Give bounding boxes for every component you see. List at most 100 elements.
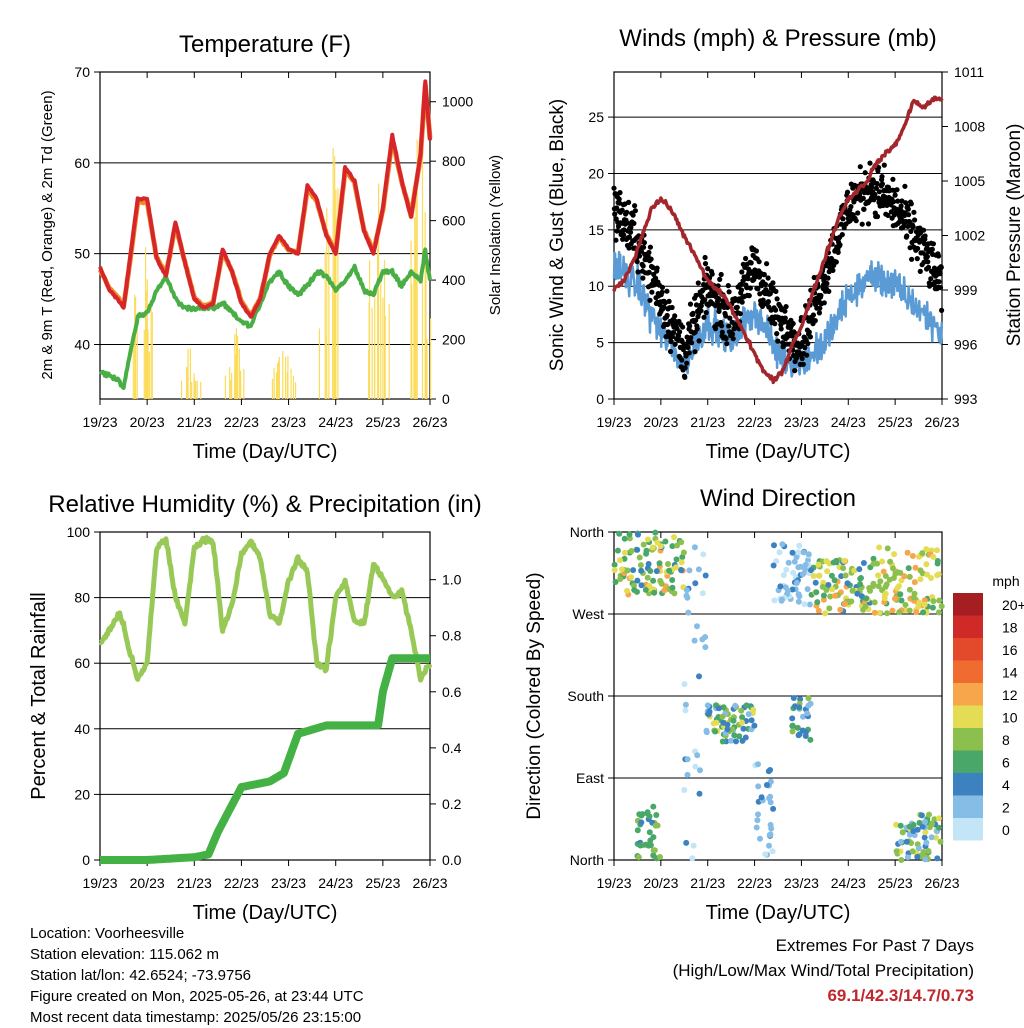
y-tick-label: North — [570, 524, 604, 540]
gust-point — [692, 349, 698, 355]
x-tick-label: 24/23 — [831, 875, 866, 891]
y-tick-label: 20 — [588, 165, 604, 181]
gust-point — [925, 259, 931, 265]
legend-swatch — [953, 615, 983, 638]
gust-point — [680, 324, 686, 330]
gust-point — [638, 248, 645, 254]
direction-point — [769, 848, 776, 855]
direction-point — [619, 566, 625, 573]
gust-point — [929, 246, 935, 252]
direction-point — [886, 576, 893, 583]
gust-point — [702, 297, 708, 303]
direction-point — [750, 706, 757, 713]
direction-point — [776, 549, 783, 556]
direction-point — [824, 568, 831, 575]
direction-point — [806, 601, 813, 608]
direction-point — [934, 558, 941, 564]
gust-point — [806, 329, 812, 335]
direction-point — [678, 539, 685, 546]
direction-point — [634, 588, 640, 595]
direction-point — [934, 547, 940, 554]
direction-point — [875, 583, 882, 590]
gust-point — [719, 323, 725, 329]
gust-point — [628, 224, 634, 230]
direction-point — [771, 542, 777, 549]
direction-point — [622, 549, 628, 556]
gust-point — [908, 228, 914, 234]
y-right-tick-label: 993 — [954, 391, 978, 407]
direction-point — [910, 828, 917, 834]
gust-point — [908, 201, 914, 207]
direction-point — [790, 569, 797, 576]
gust-point — [647, 297, 653, 303]
gust-point — [912, 217, 918, 223]
direction-point — [796, 542, 803, 549]
gust-point — [770, 280, 776, 286]
gust-point — [689, 340, 695, 346]
dewpoint-series — [98, 247, 432, 390]
direction-point — [682, 707, 689, 714]
rh-series — [98, 534, 433, 683]
direction-point — [617, 576, 624, 582]
legend-swatch — [953, 705, 983, 728]
gust-point — [739, 269, 745, 275]
direction-point — [906, 607, 913, 614]
gust-point — [789, 333, 795, 339]
x-tick-label: 22/23 — [224, 875, 259, 891]
direction-point — [931, 816, 938, 823]
direction-point — [702, 572, 709, 579]
direction-point — [837, 606, 844, 613]
direction-point — [804, 586, 811, 593]
direction-point — [828, 572, 835, 579]
direction-point — [631, 582, 637, 589]
chart-title: Wind Direction — [700, 485, 856, 512]
direction-point — [736, 733, 743, 740]
gust-point — [881, 162, 887, 168]
direction-point — [892, 595, 898, 602]
direction-point — [694, 623, 700, 630]
direction-point — [884, 610, 891, 617]
direction-point — [841, 600, 848, 607]
direction-point — [779, 541, 786, 548]
gust-point — [612, 211, 618, 217]
direction-point — [684, 756, 691, 763]
direction-point — [657, 577, 664, 584]
direction-point — [935, 571, 942, 578]
direction-point — [681, 787, 688, 793]
plot-frame — [99, 71, 431, 400]
direction-point — [875, 572, 882, 579]
direction-point — [766, 832, 773, 838]
station-latlon: Station lat/lon: 42.6524; -73.9756 — [30, 967, 252, 984]
direction-point — [612, 579, 619, 585]
x-tick-label: 24/23 — [318, 414, 353, 430]
legend-swatch — [953, 638, 983, 661]
direction-point — [921, 601, 928, 608]
gust-point — [684, 360, 690, 366]
direction-point — [867, 587, 873, 594]
direction-point — [893, 848, 900, 855]
direction-point — [880, 568, 887, 575]
gust-point — [659, 289, 665, 295]
gust-point — [632, 203, 638, 209]
direction-point — [719, 738, 726, 745]
pressure-series — [612, 95, 944, 385]
gust-point — [772, 321, 778, 327]
gust-point — [730, 336, 736, 342]
direction-point — [661, 587, 668, 594]
direction-point — [621, 555, 628, 562]
x-tick-label: 26/23 — [412, 875, 447, 891]
gust-point — [746, 293, 752, 299]
y-right-tick-label: 1008 — [954, 119, 985, 135]
direction-point — [710, 720, 717, 727]
legend-swatch — [953, 593, 983, 616]
y-tick-label: 0 — [596, 391, 604, 407]
y-right-tick-label: 0.8 — [442, 628, 462, 644]
gust-point — [874, 181, 880, 187]
x-tick-label: 21/23 — [690, 414, 725, 430]
direction-point — [634, 546, 641, 553]
direction-point — [724, 726, 731, 733]
direction-point — [924, 571, 931, 578]
direction-point — [922, 856, 929, 863]
direction-point — [626, 531, 633, 538]
direction-point — [758, 794, 765, 801]
